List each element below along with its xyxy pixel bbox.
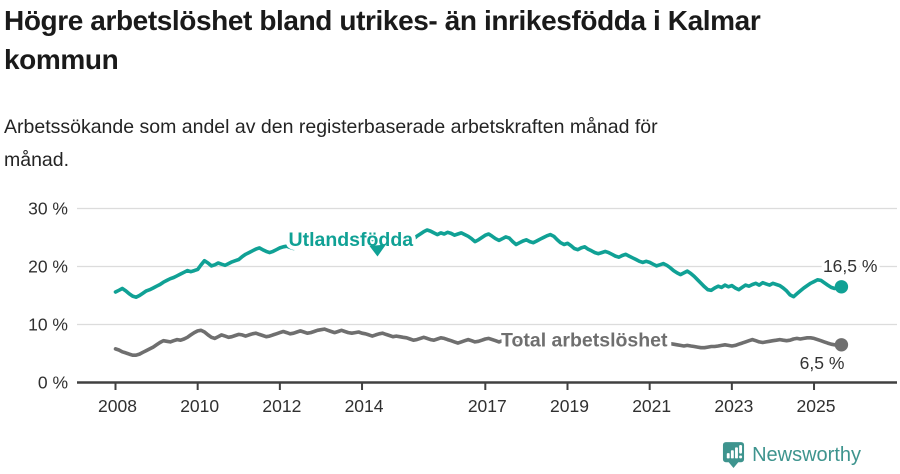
x-axis-label-2008: 2008 xyxy=(98,396,137,416)
y-axis-label-0: 0 % xyxy=(38,373,68,393)
x-axis-label-2012: 2012 xyxy=(262,396,301,416)
label-arrow-icon xyxy=(369,244,386,257)
y-axis-label-30: 30 % xyxy=(28,199,68,219)
x-axis-label-2021: 2021 xyxy=(632,396,671,416)
end-dot-utlandsfodda xyxy=(834,280,849,294)
end-value-label-total: 6,5 % xyxy=(800,353,845,373)
newsworthy-logo-icon xyxy=(723,442,745,468)
end-value-label-utlandsfodda: 16,5 % xyxy=(823,256,877,276)
utlandsfodda-line xyxy=(113,228,844,300)
series-label-total: Total arbetslöshet xyxy=(501,330,668,352)
x-axis-label-2025: 2025 xyxy=(797,396,836,416)
total-line xyxy=(113,327,844,358)
x-axis-label-2017: 2017 xyxy=(468,396,507,416)
x-axis-label-2019: 2019 xyxy=(550,396,589,416)
end-dot-total xyxy=(834,338,849,352)
page-title: Högre arbetslöshet bland utrikes- än inr… xyxy=(4,5,761,75)
series-label-utlandsfodda: Utlandsfödda xyxy=(289,229,414,251)
x-axis-label-2023: 2023 xyxy=(714,396,753,416)
y-axis-label-10: 10 % xyxy=(28,315,68,335)
y-axis-label-20: 20 % xyxy=(28,257,68,277)
newsworthy-branding: Newsworthy xyxy=(722,441,861,469)
x-axis-label-2014: 2014 xyxy=(345,396,384,416)
x-axis-label-2010: 2010 xyxy=(180,396,219,416)
newsworthy-brand-name: Newsworthy xyxy=(752,443,861,466)
page-subtitle: Arbetssökande som andel av den registerb… xyxy=(4,116,658,171)
